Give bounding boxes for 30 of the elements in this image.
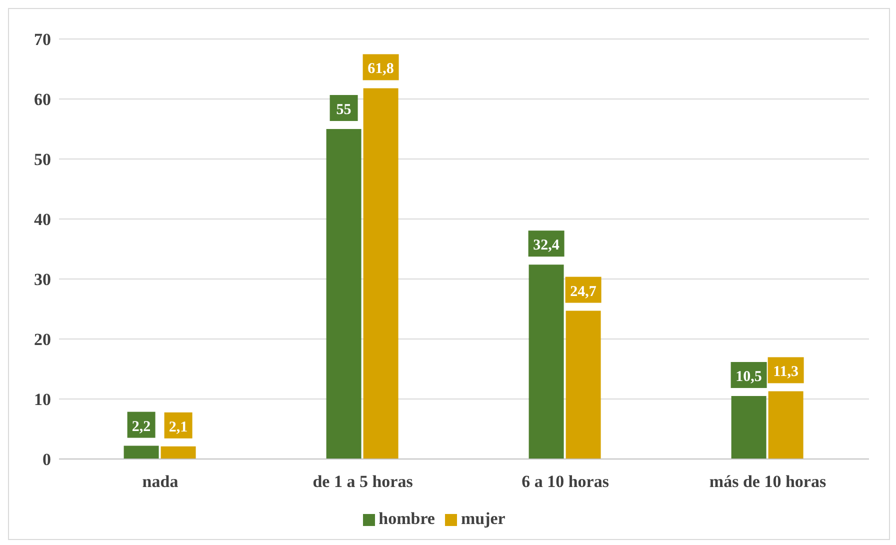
data-label: 2,2 xyxy=(132,418,151,435)
data-label: 55 xyxy=(336,102,352,118)
data-label: 32,4 xyxy=(533,238,560,254)
x-tick-label: 6 a 10 horas xyxy=(522,472,610,492)
bar xyxy=(160,446,196,459)
y-tick-label: 60 xyxy=(34,90,51,110)
bar xyxy=(363,88,398,459)
bar xyxy=(528,264,564,459)
data-label: 24,7 xyxy=(570,284,597,300)
legend-label: hombre xyxy=(378,509,435,528)
bar xyxy=(124,446,159,459)
y-tick-label: 70 xyxy=(34,30,51,50)
x-tick-label: de 1 a 5 horas xyxy=(312,472,414,492)
y-tick-label: 10 xyxy=(34,390,51,410)
y-tick-label: 50 xyxy=(34,150,51,170)
y-tick-label: 30 xyxy=(34,270,51,290)
y-tick-label: 40 xyxy=(34,210,51,230)
data-label: 11,3 xyxy=(773,364,799,380)
bar xyxy=(566,310,601,459)
y-tick-label: 20 xyxy=(34,330,51,350)
x-tick-label: nada xyxy=(142,472,179,492)
data-label: 10,5 xyxy=(736,369,762,385)
y-tick-label: 0 xyxy=(42,450,51,470)
legend-label: mujer xyxy=(460,509,506,528)
bar xyxy=(768,391,804,459)
bar xyxy=(326,129,362,459)
x-tick-label: más de 10 horas xyxy=(709,472,826,492)
bar xyxy=(731,396,766,459)
data-label: 61,8 xyxy=(368,61,394,78)
data-label: 2,1 xyxy=(168,419,188,436)
